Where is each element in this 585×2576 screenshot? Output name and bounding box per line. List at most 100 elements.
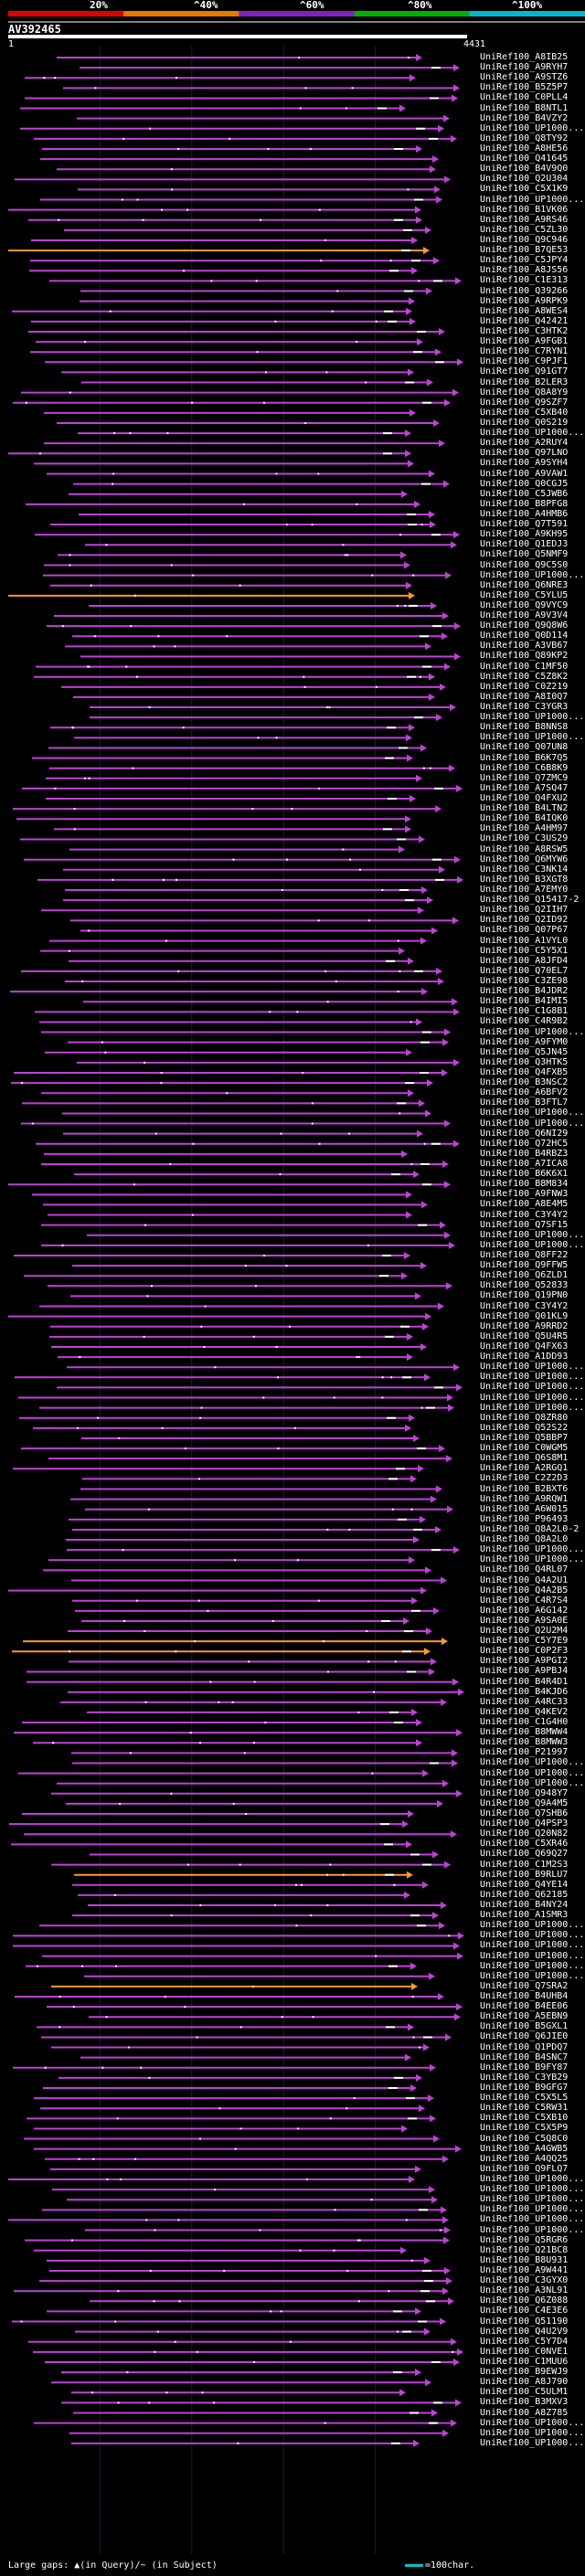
hit-label[interactable]: UniRef100_B9FY87 bbox=[480, 2062, 569, 2072]
hit-label[interactable]: UniRef100_A9KH95 bbox=[480, 529, 569, 540]
hit-label[interactable]: UniRef100_B3XGT8 bbox=[480, 874, 569, 885]
hit-alignment[interactable] bbox=[48, 1282, 452, 1290]
hit-alignment[interactable] bbox=[42, 144, 422, 153]
hit-alignment[interactable] bbox=[8, 2175, 415, 2183]
hit-alignment[interactable] bbox=[47, 2256, 431, 2264]
hit-label[interactable]: UniRef100_B9GFG7 bbox=[480, 2083, 569, 2093]
hit-label[interactable]: UniRef100_A9SYH4 bbox=[480, 458, 569, 469]
hit-label[interactable]: UniRef100_Q19PN0 bbox=[480, 1290, 569, 1301]
hit-label[interactable]: UniRef100_Q5U4R5 bbox=[480, 1330, 569, 1341]
hit-alignment[interactable] bbox=[34, 2419, 457, 2427]
hit-alignment[interactable] bbox=[50, 581, 412, 589]
hit-alignment[interactable] bbox=[57, 165, 436, 174]
hit-label[interactable]: UniRef100_C5X1K9 bbox=[480, 184, 569, 195]
hit-label[interactable]: UniRef100_C5XB10 bbox=[480, 2113, 569, 2124]
hit-alignment[interactable] bbox=[18, 1769, 429, 1777]
hit-alignment[interactable] bbox=[51, 1342, 427, 1351]
hit-label[interactable]: UniRef100_Q9A4M5 bbox=[480, 1797, 569, 1808]
hit-label[interactable]: UniRef100_Q6NI29 bbox=[480, 1128, 569, 1139]
hit-alignment[interactable] bbox=[70, 1495, 437, 1503]
hit-label[interactable]: UniRef100_C5Q8C0 bbox=[480, 2133, 569, 2144]
hit-label[interactable]: UniRef100_B3NSC2 bbox=[480, 1077, 569, 1088]
hit-label[interactable]: UniRef100_A1SMR3 bbox=[480, 1910, 569, 1921]
hit-alignment[interactable] bbox=[12, 2317, 446, 2326]
hit-label[interactable]: UniRef100_C0NVE1 bbox=[480, 2346, 569, 2357]
hit-alignment[interactable] bbox=[13, 1465, 424, 1473]
hit-alignment[interactable] bbox=[71, 2439, 420, 2447]
hit-alignment[interactable] bbox=[34, 134, 457, 143]
hit-label[interactable]: UniRef100_UP1000... bbox=[480, 194, 585, 205]
hit-label[interactable]: UniRef100_Q41645 bbox=[480, 154, 569, 164]
hit-label[interactable]: UniRef100_B2LER3 bbox=[480, 376, 569, 387]
hit-label[interactable]: UniRef100_Q07P67 bbox=[480, 925, 569, 936]
hit-alignment[interactable] bbox=[74, 1871, 413, 1879]
hit-label[interactable]: UniRef100_B4VZY2 bbox=[480, 112, 569, 123]
hit-label[interactable]: UniRef100_C3GYX0 bbox=[480, 2275, 569, 2286]
hit-label[interactable]: UniRef100_C1G8B1 bbox=[480, 1006, 569, 1017]
hit-label[interactable]: UniRef100_A9V3V4 bbox=[480, 610, 569, 621]
hit-label[interactable]: UniRef100_UP1000... bbox=[480, 2224, 585, 2235]
hit-label[interactable]: UniRef100_Q62185 bbox=[480, 1889, 569, 1900]
hit-label[interactable]: UniRef100_A8E4M5 bbox=[480, 1199, 569, 1210]
hit-label[interactable]: UniRef100_Q9C946 bbox=[480, 234, 569, 245]
hit-alignment[interactable] bbox=[33, 1424, 411, 1432]
hit-label[interactable]: UniRef100_A8HE56 bbox=[480, 143, 569, 154]
hit-label[interactable]: UniRef100_UP1000... bbox=[480, 1767, 585, 1778]
hit-alignment[interactable] bbox=[62, 1109, 431, 1118]
hit-alignment[interactable] bbox=[41, 1221, 446, 1229]
hit-alignment[interactable] bbox=[72, 1596, 418, 1605]
hit-alignment[interactable] bbox=[69, 2429, 449, 2437]
hit-alignment[interactable] bbox=[46, 795, 416, 803]
hit-label[interactable]: UniRef100_P21997 bbox=[480, 1747, 569, 1758]
hit-alignment[interactable] bbox=[90, 2297, 454, 2306]
hit-alignment[interactable] bbox=[34, 2125, 408, 2133]
hit-alignment[interactable] bbox=[15, 1993, 444, 2001]
hit-alignment[interactable] bbox=[88, 1902, 447, 1910]
hit-label[interactable]: UniRef100_UP1000... bbox=[480, 732, 585, 743]
hit-label[interactable]: UniRef100_B4IMI5 bbox=[480, 996, 569, 1007]
hit-label[interactable]: UniRef100_Q4PSP3 bbox=[480, 1818, 569, 1829]
hit-alignment[interactable] bbox=[90, 1850, 439, 1859]
hit-alignment[interactable] bbox=[43, 571, 452, 579]
hit-alignment[interactable] bbox=[66, 1799, 443, 1807]
hit-label[interactable]: UniRef100_C4R7S4 bbox=[480, 1595, 569, 1606]
hit-alignment[interactable] bbox=[44, 1150, 408, 1158]
hit-label[interactable]: UniRef100_Q69Q27 bbox=[480, 1849, 569, 1860]
hit-alignment[interactable] bbox=[78, 186, 441, 194]
hit-label[interactable]: UniRef100_A9FYM0 bbox=[480, 1036, 569, 1047]
hit-label[interactable]: UniRef100_Q4FX63 bbox=[480, 1341, 569, 1352]
hit-label[interactable]: UniRef100_Q2IIH7 bbox=[480, 905, 569, 916]
hit-label[interactable]: UniRef100_C3YB29 bbox=[480, 2072, 569, 2083]
hit-alignment[interactable] bbox=[83, 998, 458, 1006]
hit-label[interactable]: UniRef100_Q20N82 bbox=[480, 1829, 569, 1839]
hit-label[interactable]: UniRef100_C5ULM1 bbox=[480, 2387, 569, 2398]
hit-alignment[interactable] bbox=[84, 1972, 435, 1980]
hit-alignment[interactable] bbox=[24, 855, 461, 864]
hit-label[interactable]: UniRef100_C5Z8K2 bbox=[480, 671, 569, 682]
hit-label[interactable]: UniRef100_Q7ZMC9 bbox=[480, 772, 569, 783]
hit-alignment[interactable] bbox=[77, 1058, 460, 1066]
hit-label[interactable]: UniRef100_UP1000... bbox=[480, 1930, 585, 1941]
hit-alignment[interactable] bbox=[65, 886, 428, 895]
hit-alignment[interactable] bbox=[31, 236, 418, 244]
hit-label[interactable]: UniRef100_B4IQK0 bbox=[480, 813, 569, 824]
hit-alignment[interactable] bbox=[74, 1171, 420, 1179]
hit-label[interactable]: UniRef100_A6BFV2 bbox=[480, 1087, 569, 1098]
hit-alignment[interactable] bbox=[8, 450, 411, 458]
hit-alignment[interactable] bbox=[48, 1211, 412, 1219]
hit-label[interactable]: UniRef100_Q9Q8W6 bbox=[480, 620, 569, 631]
hit-label[interactable]: UniRef100_Q948Y7 bbox=[480, 1787, 569, 1798]
hit-alignment[interactable] bbox=[20, 835, 425, 843]
hit-label[interactable]: UniRef100_B3FTL7 bbox=[480, 1097, 569, 1108]
hit-alignment[interactable] bbox=[27, 1668, 435, 1676]
hit-label[interactable]: UniRef100_UP1000... bbox=[480, 2417, 585, 2428]
hit-label[interactable]: UniRef100_Q0CGJ5 bbox=[480, 478, 569, 489]
hit-alignment[interactable] bbox=[57, 1383, 463, 1392]
hit-label[interactable]: UniRef100_Q6MYW6 bbox=[480, 853, 569, 864]
hit-label[interactable]: UniRef100_B4R4D1 bbox=[480, 1676, 569, 1687]
hit-alignment[interactable] bbox=[29, 267, 418, 275]
hit-alignment[interactable] bbox=[69, 1515, 426, 1523]
hit-alignment[interactable] bbox=[23, 1638, 448, 1646]
hit-label[interactable]: UniRef100_Q91GT7 bbox=[480, 366, 569, 377]
hit-label[interactable]: UniRef100_Q4KEV2 bbox=[480, 1706, 569, 1717]
